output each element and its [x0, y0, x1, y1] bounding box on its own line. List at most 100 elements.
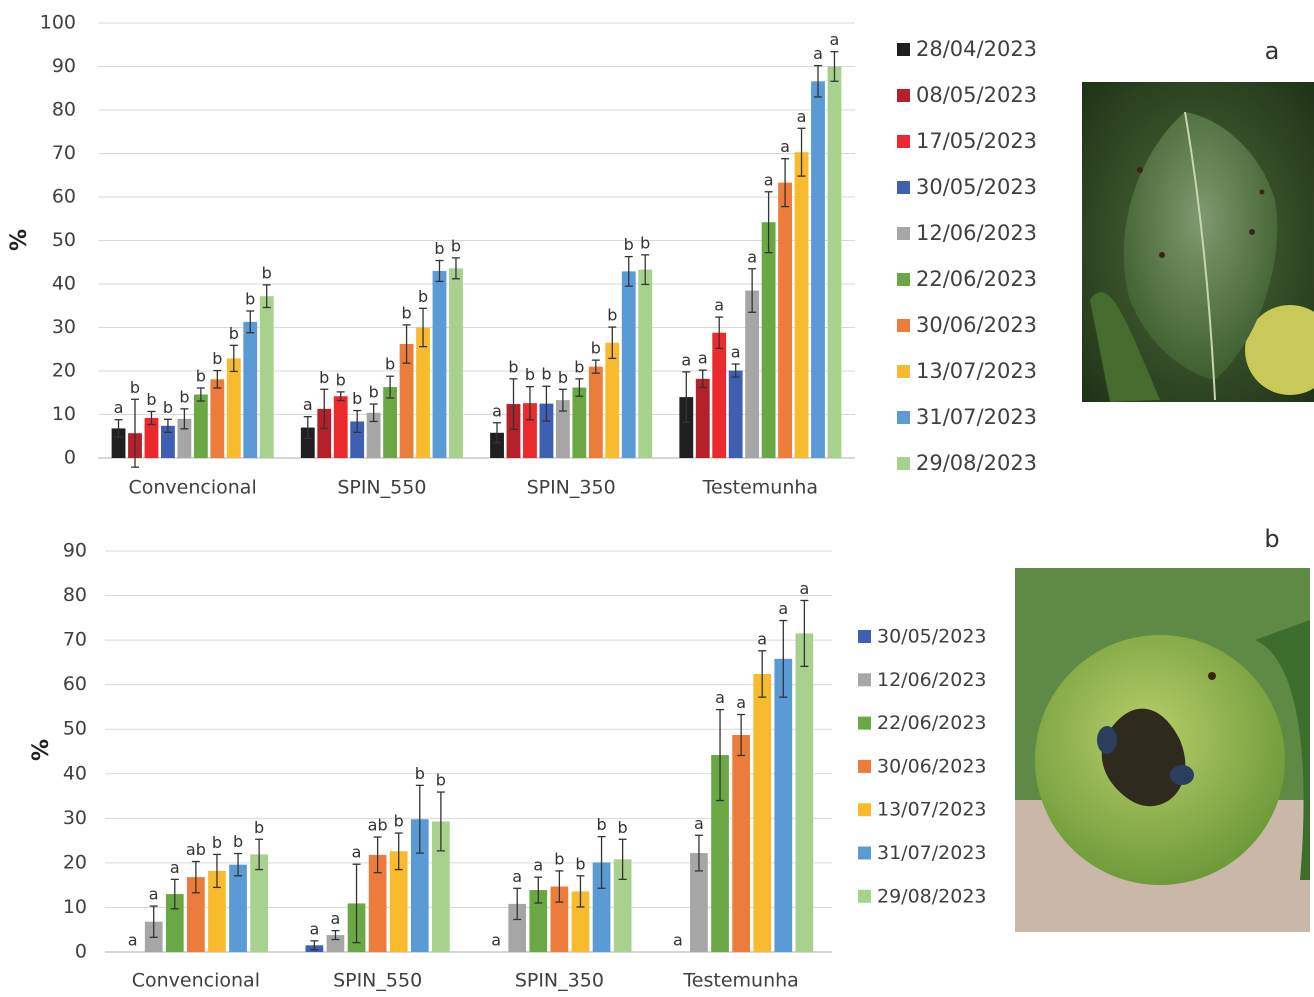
legend-label: 28/04/2023	[916, 37, 1037, 61]
bar	[778, 183, 792, 458]
legend-swatch	[858, 630, 871, 643]
bar	[227, 358, 241, 458]
significance-letter: b	[352, 389, 362, 408]
significance-letter: a	[778, 599, 788, 618]
bar	[762, 222, 776, 458]
significance-letter: b	[525, 365, 535, 384]
legend-swatch	[897, 227, 910, 240]
y-tick-label: 50	[52, 229, 76, 251]
bar	[638, 270, 652, 458]
legend-label: 08/05/2023	[916, 83, 1037, 107]
legend-label: 12/06/2023	[877, 669, 987, 691]
panel-label: a	[1265, 37, 1280, 65]
significance-letter: b	[130, 378, 140, 397]
significance-letter: b	[436, 771, 446, 790]
y-tick-label: 100	[40, 12, 76, 34]
significance-letter: a	[714, 296, 724, 315]
legend-swatch	[897, 181, 910, 194]
significance-letter: b	[233, 832, 243, 851]
bar	[210, 379, 224, 458]
significance-letter: a	[694, 814, 704, 833]
significance-letter: b	[212, 349, 222, 368]
significance-letter: a	[736, 693, 746, 712]
legend-swatch	[858, 717, 871, 730]
significance-letter: a	[747, 247, 757, 266]
legend-label: 30/05/2023	[877, 626, 987, 648]
x-tick-label: SPIN_350	[515, 970, 604, 992]
bar	[605, 343, 619, 458]
y-tick-label: 20	[52, 360, 76, 382]
significance-letter: a	[491, 931, 501, 950]
legend-swatch	[897, 411, 910, 424]
bar	[729, 371, 743, 458]
significance-letter: b	[394, 812, 404, 831]
y-tick-label: 50	[63, 718, 87, 740]
significance-letter: b	[541, 365, 551, 384]
significance-letter: b	[591, 339, 601, 358]
y-tick-label: 60	[63, 673, 87, 695]
y-tick-label: 80	[63, 584, 87, 606]
legend-swatch	[858, 803, 871, 816]
bar	[572, 388, 586, 458]
bar	[753, 674, 771, 952]
significance-letter: b	[385, 355, 395, 374]
panel-label: b	[1264, 525, 1279, 553]
significance-letter: b	[146, 390, 156, 409]
significance-letter: a	[149, 885, 159, 904]
x-tick-label: SPIN_350	[527, 477, 616, 499]
significance-letter: b	[319, 368, 329, 387]
significance-letter: a	[492, 401, 502, 420]
significance-letter: b	[451, 236, 461, 255]
bar	[828, 67, 842, 459]
significance-letter: b	[245, 289, 255, 308]
significance-letter: a	[764, 170, 774, 189]
significance-letter: a	[757, 629, 767, 648]
photo-pear	[1015, 568, 1310, 932]
bar	[795, 152, 809, 458]
significance-letter: b	[415, 764, 425, 783]
significance-letter: b	[401, 303, 411, 322]
bar	[433, 271, 447, 458]
significance-letter: b	[574, 357, 584, 376]
y-tick-label: 10	[52, 403, 76, 425]
significance-letter: a	[170, 858, 180, 877]
bar	[622, 271, 636, 458]
significance-letter: b	[607, 306, 617, 325]
y-tick-label: 90	[52, 55, 76, 77]
significance-letter: b	[212, 833, 222, 852]
legend-swatch	[897, 365, 910, 378]
significance-letter: a	[352, 843, 362, 862]
significance-letter: a	[698, 349, 708, 368]
significance-letter: b	[163, 398, 173, 417]
significance-letter: a	[128, 931, 138, 950]
y-tick-label: 30	[52, 316, 76, 338]
x-tick-label: Testemunha	[702, 477, 818, 499]
figure: 0102030405060708090100%aConvencionalabbb…	[0, 0, 1314, 993]
y-tick-label: 20	[63, 851, 87, 873]
y-tick-label: 70	[63, 629, 87, 651]
significance-letter: b	[624, 235, 634, 254]
legend-swatch	[897, 43, 910, 56]
legend-swatch	[858, 760, 871, 773]
significance-letter: b	[618, 818, 628, 837]
significance-letter: a	[780, 137, 790, 156]
legend-label: 29/08/2023	[877, 885, 987, 907]
significance-letter: b	[640, 233, 650, 252]
y-tick-label: 60	[52, 186, 76, 208]
legend-label: 22/06/2023	[916, 267, 1037, 291]
significance-letter: a	[797, 107, 807, 126]
significance-letter: a	[673, 931, 683, 950]
bar	[712, 333, 726, 458]
legend-label: 30/06/2023	[877, 755, 987, 777]
significance-letter: b	[254, 818, 264, 837]
legend-label: 31/07/2023	[877, 842, 987, 864]
photo-leaf	[1082, 82, 1314, 402]
significance-letter: b	[508, 357, 518, 376]
y-tick-label: 90	[63, 540, 87, 562]
significance-letter: b	[418, 287, 428, 306]
significance-letter: b	[554, 849, 564, 868]
y-tick-label: 40	[52, 273, 76, 295]
y-axis-label: %	[7, 229, 32, 251]
significance-letter: a	[681, 350, 691, 369]
legend-swatch	[897, 89, 910, 102]
